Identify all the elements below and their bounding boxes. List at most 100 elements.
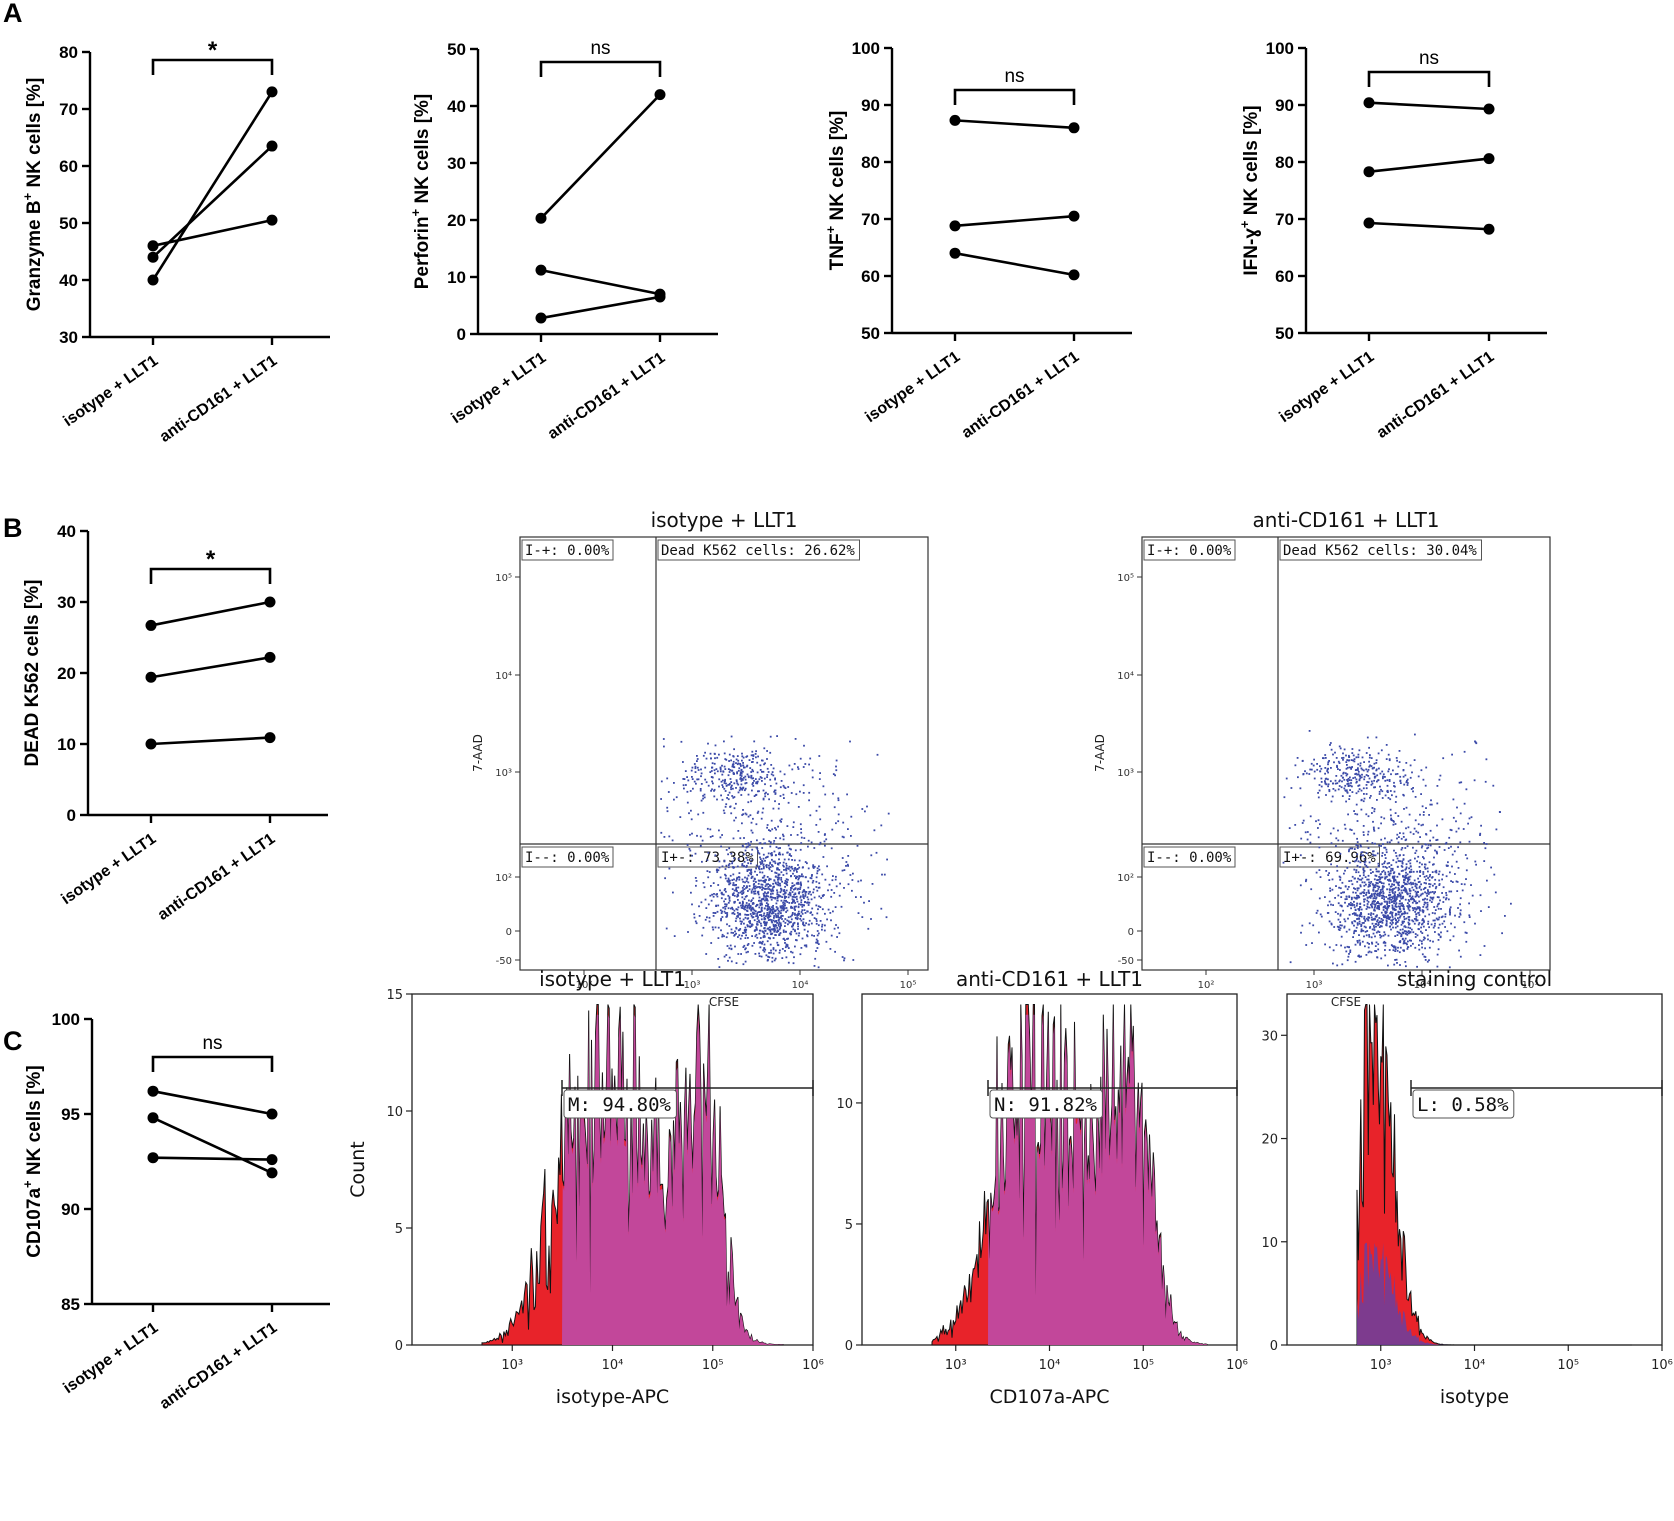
event-dot xyxy=(776,895,779,898)
event-dot xyxy=(699,788,702,790)
event-dot xyxy=(750,915,753,917)
event-dot xyxy=(763,907,766,910)
event-dot xyxy=(833,927,836,930)
event-dot xyxy=(1342,891,1344,894)
event-dot xyxy=(756,911,759,914)
event-dot xyxy=(1348,895,1351,898)
event-dot xyxy=(1362,769,1365,772)
event-dot xyxy=(774,827,776,829)
event-dot xyxy=(1365,813,1368,816)
event-dot xyxy=(745,947,747,950)
event-dot xyxy=(852,872,854,875)
event-dot xyxy=(816,870,819,872)
event-dot xyxy=(760,879,762,882)
event-dot xyxy=(1350,904,1352,906)
event-dot xyxy=(794,912,796,915)
event-dot xyxy=(1408,867,1410,870)
y-tick-label: 0 xyxy=(1128,927,1134,938)
event-dot xyxy=(1384,871,1387,874)
event-dot xyxy=(696,755,698,757)
event-dot xyxy=(785,943,788,946)
event-dot xyxy=(1310,768,1313,771)
event-dot xyxy=(830,934,833,937)
event-dot xyxy=(1422,918,1424,920)
event-dot xyxy=(1394,917,1396,920)
event-dot xyxy=(702,794,704,797)
event-dot xyxy=(761,930,764,933)
event-dot xyxy=(773,850,776,853)
event-dot xyxy=(1401,896,1404,899)
event-dot xyxy=(704,751,706,754)
event-dot xyxy=(816,912,819,915)
event-dot xyxy=(758,906,761,909)
event-dot xyxy=(755,886,758,889)
event-dot xyxy=(776,931,778,933)
event-dot xyxy=(1374,890,1377,893)
event-dot xyxy=(777,894,780,896)
event-dot xyxy=(774,949,777,952)
donor-point-isotype-2 xyxy=(535,312,547,324)
event-dot xyxy=(706,827,709,830)
event-dot xyxy=(810,898,813,901)
event-dot xyxy=(701,934,704,937)
event-dot xyxy=(1390,944,1393,946)
event-dot xyxy=(785,907,788,909)
event-dot xyxy=(790,918,793,921)
event-dot xyxy=(797,883,800,885)
event-dot xyxy=(1341,780,1343,783)
event-dot xyxy=(689,849,692,852)
event-dot xyxy=(761,888,763,891)
event-dot xyxy=(1370,918,1373,921)
event-dot xyxy=(833,892,836,894)
event-dot xyxy=(720,780,723,783)
event-dot xyxy=(801,903,804,906)
event-dot xyxy=(733,819,736,822)
y-label-rest: NK cells [%] xyxy=(1241,105,1262,220)
event-dot xyxy=(694,877,697,879)
event-dot xyxy=(753,892,756,895)
event-dot xyxy=(766,916,769,919)
event-dot xyxy=(1424,937,1426,940)
event-dot xyxy=(1387,964,1389,967)
event-dot xyxy=(763,874,766,877)
event-dot xyxy=(1353,932,1355,935)
event-dot xyxy=(1389,916,1391,919)
event-dot xyxy=(825,940,828,943)
event-dot xyxy=(711,762,714,765)
event-dot xyxy=(1396,962,1398,964)
event-dot xyxy=(687,779,690,782)
event-dot xyxy=(1372,886,1375,889)
event-dot xyxy=(1328,789,1331,791)
event-dot xyxy=(816,889,819,892)
event-dot xyxy=(756,928,758,931)
event-dot xyxy=(730,788,732,791)
event-dot xyxy=(1348,928,1351,931)
event-dot xyxy=(702,797,704,800)
event-dot xyxy=(746,885,748,888)
event-dot xyxy=(752,770,754,773)
event-dot xyxy=(694,852,697,855)
event-dot xyxy=(1398,931,1400,934)
event-dot xyxy=(672,891,674,894)
event-dot xyxy=(1444,842,1447,845)
event-dot xyxy=(807,880,810,883)
event-dot xyxy=(1395,919,1397,922)
event-dot xyxy=(666,806,669,809)
event-dot xyxy=(1404,890,1407,893)
event-dot xyxy=(1397,913,1400,916)
event-dot xyxy=(1368,861,1371,864)
event-dot xyxy=(734,920,737,922)
event-dot xyxy=(758,865,760,868)
event-dot xyxy=(1409,889,1412,892)
y-label-rest: NK cells [%] xyxy=(827,111,848,226)
event-dot xyxy=(765,954,768,957)
event-dot xyxy=(691,766,694,769)
event-dot xyxy=(805,945,808,948)
event-dot xyxy=(1395,913,1398,916)
event-dot xyxy=(1409,895,1411,897)
event-dot xyxy=(1376,914,1378,917)
event-dot xyxy=(1415,893,1418,895)
event-dot xyxy=(765,791,767,794)
event-dot xyxy=(1333,761,1335,764)
y-tick-label: 0 xyxy=(395,1339,403,1354)
